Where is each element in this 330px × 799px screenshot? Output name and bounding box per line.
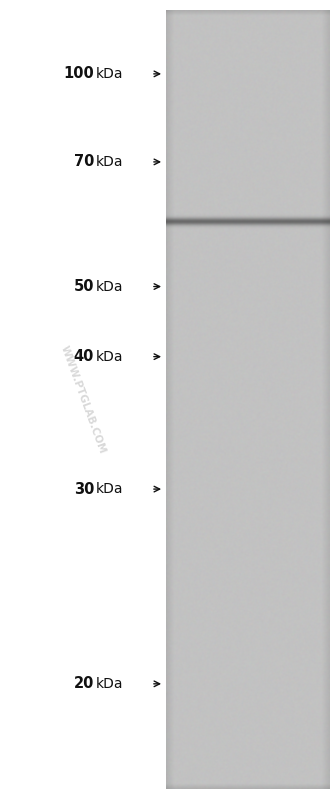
Text: 30: 30 (74, 482, 94, 497)
Text: kDa: kDa (96, 482, 123, 496)
Text: kDa: kDa (96, 677, 123, 691)
Text: 70: 70 (74, 154, 94, 169)
Text: 40: 40 (74, 349, 94, 364)
Text: 50: 50 (74, 279, 94, 294)
Text: kDa: kDa (96, 350, 123, 364)
Text: kDa: kDa (96, 280, 123, 293)
Text: 100: 100 (63, 66, 94, 81)
Text: kDa: kDa (96, 155, 123, 169)
Text: WWW.PTGLAB.COM: WWW.PTGLAB.COM (59, 344, 107, 455)
Text: kDa: kDa (96, 67, 123, 81)
Text: 20: 20 (74, 676, 94, 691)
